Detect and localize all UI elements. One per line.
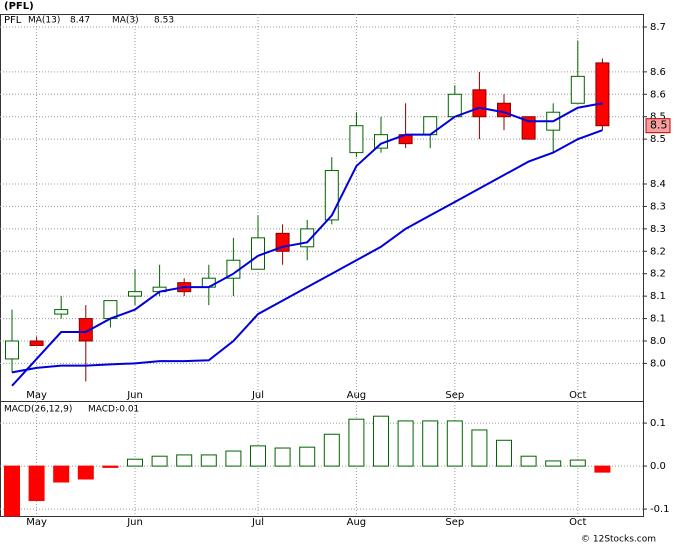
macd-bar (28, 465, 45, 502)
y-tick-label: 0.0 (650, 461, 666, 472)
candle-body (324, 170, 339, 221)
x-tick-label: Sep (445, 517, 464, 528)
macd-bar (151, 455, 168, 467)
x-tick-label: Oct (569, 517, 586, 528)
y-tick-label: 8.7 (650, 22, 666, 33)
legend-name: MA(13) (28, 16, 60, 26)
macd-bar (225, 450, 242, 467)
x-tick-label: May (26, 517, 47, 528)
candle-body (521, 116, 536, 140)
candle-body (54, 309, 69, 315)
macd-bar (176, 454, 193, 467)
macd-title: MACD(26,12,9) (4, 405, 72, 415)
candle-body (128, 291, 142, 297)
macd-bar (250, 445, 266, 467)
macd-bar (422, 420, 439, 467)
y-tick-label: 8.5 (650, 112, 666, 123)
candle-body (349, 125, 364, 154)
macd-bar (299, 446, 316, 467)
macd-bar (53, 465, 70, 483)
y-tick-label: 8.5 (650, 134, 666, 145)
y-tick-label: 8.0 (650, 336, 666, 347)
macd-bar (545, 460, 562, 467)
legend-name: MA(3) (112, 16, 139, 26)
candle-body (570, 75, 585, 104)
y-tick-label: 0.1 (650, 418, 666, 429)
candle-body (5, 340, 19, 360)
candle-body (472, 89, 487, 118)
macd-bar (77, 465, 94, 480)
macd-bar (323, 433, 340, 467)
y-tick-label: 8.6 (650, 67, 666, 78)
macd-bar (348, 418, 365, 467)
y-tick-label: 8.6 (650, 89, 666, 100)
macd-bar (4, 465, 20, 517)
x-tick-label: Jun (126, 517, 143, 528)
legend-value: 8.53 (154, 16, 174, 26)
y-tick-label: 8.4 (650, 179, 666, 190)
ma-line (11, 129, 603, 374)
macd-current-name: MACD: (88, 405, 118, 415)
candle-body (78, 318, 93, 342)
macd-bar (520, 455, 537, 467)
macd-bar (102, 465, 119, 468)
x-tick-label: Jul (251, 517, 264, 528)
main-frame (0, 14, 644, 402)
y-tick-label: 8.3 (650, 224, 666, 235)
macd-current: -0.01 (116, 405, 139, 415)
macd-bar (594, 465, 611, 473)
price-tag-label: 8.5 (650, 119, 668, 132)
y-tick-label: 8.2 (650, 269, 666, 280)
y-tick-label: 8.3 (650, 201, 666, 212)
y-tick-label: 8.1 (650, 291, 666, 302)
x-tick-label: Aug (347, 517, 367, 528)
chart-title: (PFL) (4, 1, 34, 12)
macd-bar (397, 420, 414, 467)
price-tag (645, 118, 671, 134)
macd-bar (200, 454, 217, 467)
candle-body (29, 340, 44, 346)
candle-body (201, 277, 216, 288)
macd-bar (373, 415, 389, 467)
x-tick-label: Sep (445, 390, 464, 401)
x-tick-label: Oct (569, 390, 586, 401)
candle-body (447, 93, 462, 118)
x-tick-label: May (26, 390, 47, 401)
macd-bar (446, 420, 463, 467)
candle-body (595, 62, 610, 127)
y-tick-label: 8.1 (650, 314, 666, 325)
macd-bar (127, 458, 143, 467)
ma-line (11, 102, 603, 387)
macd-bar (471, 429, 488, 467)
legend-symbol: PFL (4, 15, 22, 26)
x-tick-label: Jul (251, 390, 264, 401)
macd-frame (0, 401, 644, 517)
watermark: © 12Stocks.com (581, 535, 656, 545)
macd-bar (496, 439, 512, 467)
y-tick-label: 8.0 (650, 358, 666, 369)
y-tick-label: 8.2 (650, 246, 666, 257)
legend-value: 8.47 (70, 16, 90, 26)
macd-bar (274, 447, 291, 467)
y-tick-label: -0.1 (650, 504, 670, 515)
x-tick-label: Jun (126, 390, 143, 401)
macd-bar (569, 459, 586, 467)
x-tick-label: Aug (347, 390, 367, 401)
